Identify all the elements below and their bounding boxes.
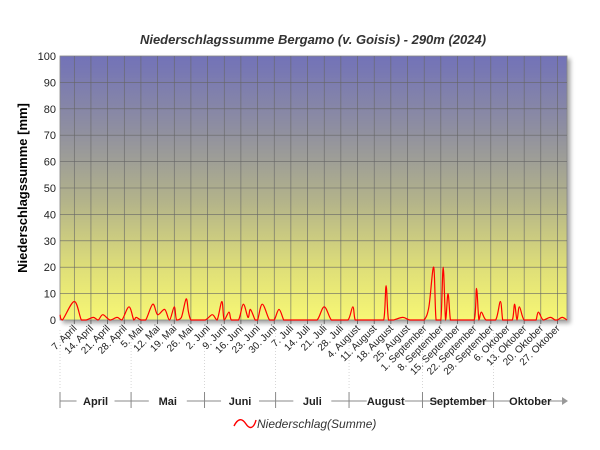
month-label-bg [76, 393, 115, 409]
axis-arrow-icon [562, 397, 568, 405]
y-tick-label: 30 [44, 236, 56, 248]
grid-lines [60, 56, 567, 320]
month-label: August [367, 396, 405, 408]
month-label: Juli [303, 396, 322, 408]
month-label: Juni [229, 396, 252, 408]
y-tick-label: 100 [38, 51, 56, 63]
month-label-bg [439, 393, 478, 409]
series-line-niederschlag [59, 266, 568, 321]
month-label-bg [148, 393, 187, 409]
legend-label: Niederschlag(Summe) [257, 417, 376, 431]
y-tick-label: 80 [44, 104, 56, 116]
month-label-bg [511, 393, 550, 409]
y-axis-label: Niederschlagssumme [mm] [15, 103, 30, 273]
legend-line-icon [233, 419, 257, 429]
y-tick-label: 10 [44, 289, 56, 301]
month-label-bg [221, 393, 260, 409]
month-label: September [430, 396, 488, 408]
y-tick-label: 0 [50, 315, 56, 327]
y-tick-label: 60 [44, 157, 56, 169]
month-label-bg [366, 393, 405, 409]
y-tick-label: 20 [44, 262, 56, 274]
y-tick-label: 50 [44, 183, 56, 195]
y-tick-label: 90 [44, 77, 56, 89]
month-axis: April Mai Juni Juli August September Oktober [59, 330, 568, 409]
y-tick-label: 40 [44, 209, 56, 221]
month-label-bg [293, 393, 332, 409]
chart-title: Niederschlagssumme Bergamo (v. Goisis) -… [140, 32, 486, 47]
legend: Niederschlag(Summe) [233, 417, 376, 431]
month-label: Mai [159, 396, 177, 408]
month-label: April [83, 396, 108, 408]
y-axis-ticks: 0 10 20 30 40 50 60 70 80 90 100 [38, 51, 56, 327]
y-tick-label: 70 [44, 130, 56, 142]
month-label: Oktober [509, 396, 552, 408]
